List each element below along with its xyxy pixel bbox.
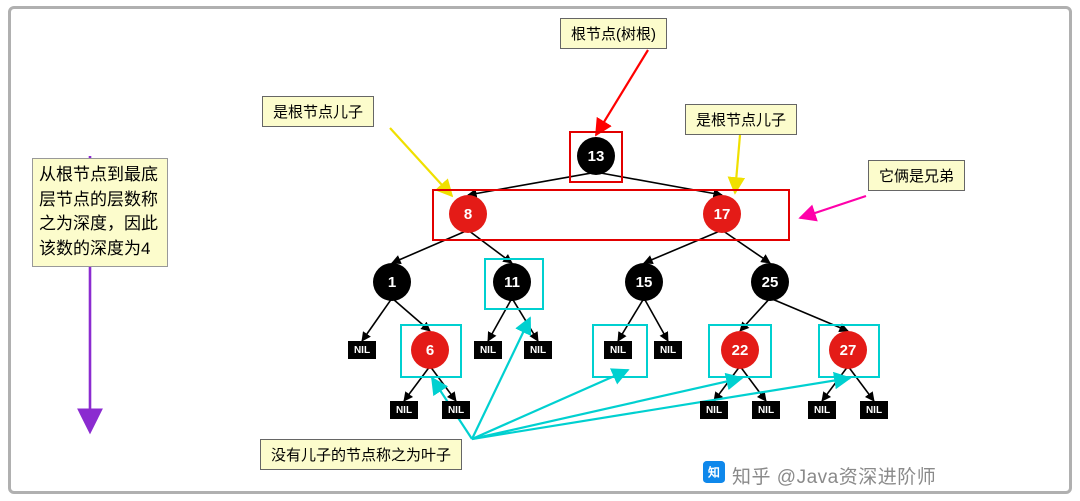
nil-leaf: NIL <box>752 401 780 419</box>
tree-node-1: 1 <box>373 263 411 301</box>
callout-child-r: 是根节点儿子 <box>685 104 797 135</box>
tree-node-27: 27 <box>829 331 867 369</box>
nil-leaf: NIL <box>860 401 888 419</box>
depth-explanation: 从根节点到最底层节点的层数称之为深度，因此该数的深度为4 <box>32 158 168 267</box>
nil-leaf: NIL <box>808 401 836 419</box>
tree-node-22: 22 <box>721 331 759 369</box>
tree-node-17: 17 <box>703 195 741 233</box>
callout-leaf: 没有儿子的节点称之为叶子 <box>260 439 462 470</box>
zhihu-logo-icon: 知 <box>703 461 725 483</box>
nil-leaf: NIL <box>700 401 728 419</box>
nil-leaf: NIL <box>604 341 632 359</box>
nil-leaf: NIL <box>390 401 418 419</box>
tree-node-6: 6 <box>411 331 449 369</box>
depth-text: 从根节点到最底层节点的层数称之为深度，因此该数的深度为4 <box>39 165 158 258</box>
callout-child-l: 是根节点儿子 <box>262 96 374 127</box>
tree-node-8: 8 <box>449 195 487 233</box>
watermark-text: 知乎 @Java资深进阶师 <box>732 462 936 489</box>
tree-node-13: 13 <box>577 137 615 175</box>
tree-node-15: 15 <box>625 263 663 301</box>
svg-text:知: 知 <box>707 466 720 480</box>
nil-leaf: NIL <box>474 341 502 359</box>
callout-root: 根节点(树根) <box>560 18 667 49</box>
nil-leaf: NIL <box>654 341 682 359</box>
tree-node-11: 11 <box>493 263 531 301</box>
tree-node-25: 25 <box>751 263 789 301</box>
nil-leaf: NIL <box>524 341 552 359</box>
callout-brothers: 它俩是兄弟 <box>868 160 965 191</box>
nil-leaf: NIL <box>442 401 470 419</box>
nil-leaf: NIL <box>348 341 376 359</box>
